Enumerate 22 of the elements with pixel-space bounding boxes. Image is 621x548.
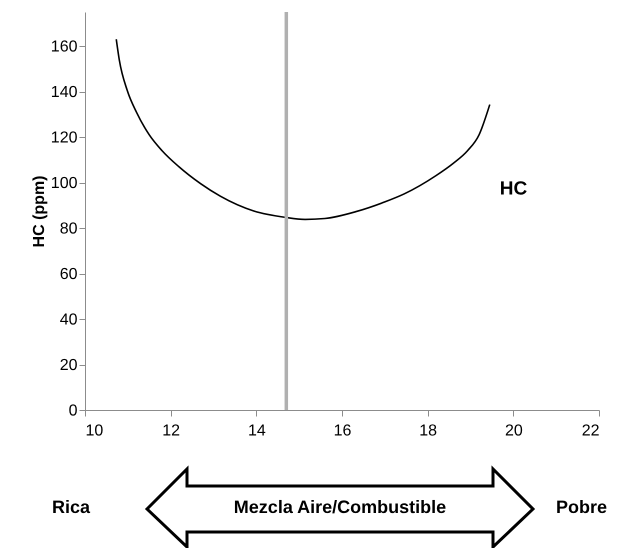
text: HC	[500, 178, 528, 200]
y-tick-label: 140	[50, 84, 78, 102]
x-tick-label: 16	[334, 422, 352, 440]
text: Mezcla Aire/Combustible	[234, 497, 446, 518]
y-tick-label: 100	[50, 175, 78, 192]
y-tick-label: 120	[50, 130, 78, 147]
x-tick-label: 14	[248, 422, 266, 440]
x-tick-label: 12	[162, 422, 180, 440]
x-tick-label: 18	[419, 422, 438, 440]
text: Rica	[52, 497, 90, 518]
y-tick-label: 80	[60, 220, 78, 238]
x-tick-label: 22	[582, 422, 600, 440]
x-tick-label: 20	[504, 422, 523, 440]
line-series	[115, 38, 491, 220]
y-tick-label: 0	[68, 402, 78, 420]
y-tick-label: 60	[60, 266, 78, 284]
text: Pobre	[556, 497, 608, 518]
y-tick-label: 40	[60, 312, 78, 329]
y-tick-label: 20	[60, 357, 78, 374]
x-tick-label: 10	[86, 422, 104, 440]
y-tick-label: 160	[50, 38, 78, 56]
y-axis-title: HC (ppm)	[30, 176, 48, 248]
